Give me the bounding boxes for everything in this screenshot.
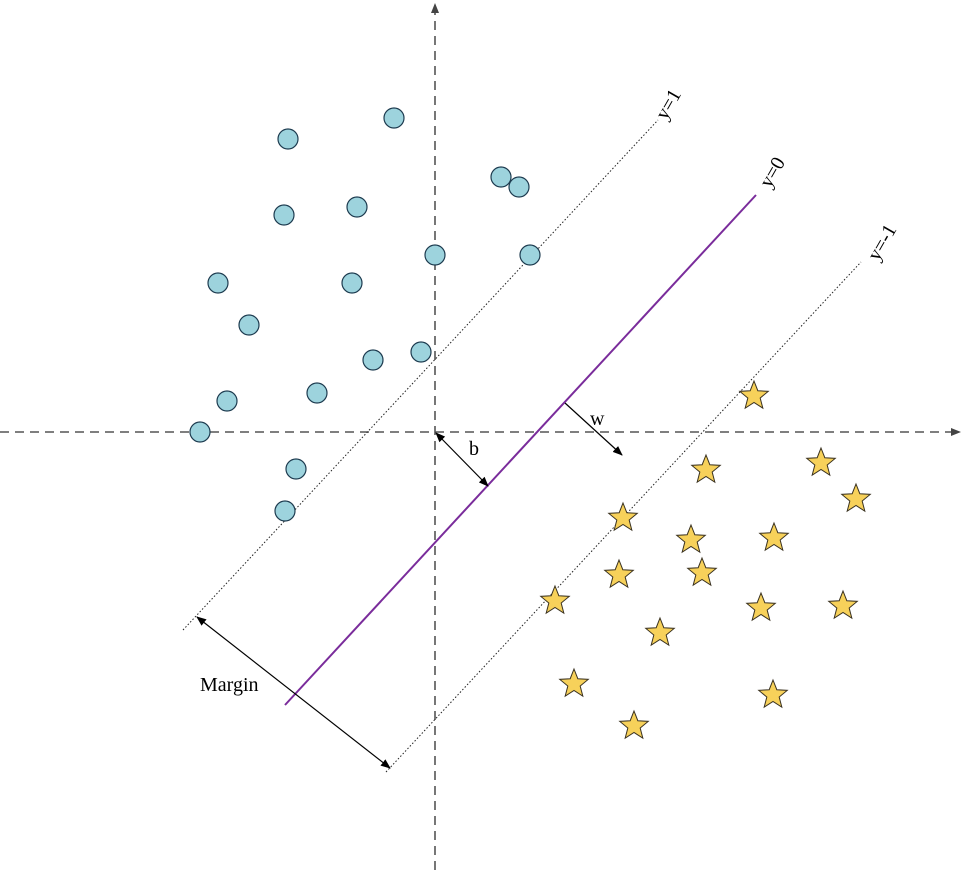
- circle-icon: [238, 314, 260, 336]
- circle-icon: [490, 166, 512, 188]
- b-distance-arrow: [435, 432, 489, 487]
- circle-icon: [285, 458, 307, 480]
- label-y-zero: y=0: [755, 153, 790, 191]
- label-w: w: [590, 408, 605, 430]
- circle-icon: [424, 244, 446, 266]
- circle-icon: [277, 128, 299, 150]
- circle-icon: [519, 244, 541, 266]
- circle-icon: [383, 107, 405, 129]
- star-icon: [644, 616, 676, 647]
- star-icon: [558, 667, 590, 698]
- label-y-positive: y=1: [651, 85, 686, 123]
- star-icon: [539, 584, 571, 615]
- star-icon: [757, 678, 789, 709]
- star-icon: [827, 589, 859, 620]
- circle-icon: [508, 176, 530, 198]
- star-icon: [603, 558, 635, 589]
- circle-icon: [216, 390, 238, 412]
- circle-icon: [274, 500, 296, 522]
- circle-icon: [189, 421, 211, 443]
- star-icon: [745, 591, 777, 622]
- star-icon: [675, 523, 707, 554]
- label-y-negative: y=-1: [863, 221, 901, 265]
- circle-icon: [341, 272, 363, 294]
- star-icon: [690, 453, 722, 484]
- star-icon: [738, 379, 770, 410]
- circle-icon: [346, 196, 368, 218]
- circle-icon: [273, 204, 295, 226]
- label-margin: Margin: [200, 674, 259, 696]
- w-vector-arrow: [564, 402, 623, 456]
- star-points: [539, 379, 872, 740]
- circle-icon: [410, 341, 432, 363]
- star-icon: [607, 501, 639, 532]
- star-icon: [840, 482, 872, 513]
- circle-icon: [362, 349, 384, 371]
- star-icon: [758, 521, 790, 552]
- margin-line-negative: [385, 261, 862, 773]
- star-icon: [686, 556, 718, 587]
- margin-line-positive: [182, 119, 659, 631]
- circle-icon: [306, 382, 328, 404]
- label-b: b: [469, 438, 479, 460]
- star-icon: [618, 709, 650, 740]
- circle-points: [189, 107, 541, 522]
- star-icon: [805, 446, 837, 477]
- hyperplane-line: [284, 194, 757, 706]
- circle-icon: [207, 272, 229, 294]
- margin-arrow: [196, 616, 391, 769]
